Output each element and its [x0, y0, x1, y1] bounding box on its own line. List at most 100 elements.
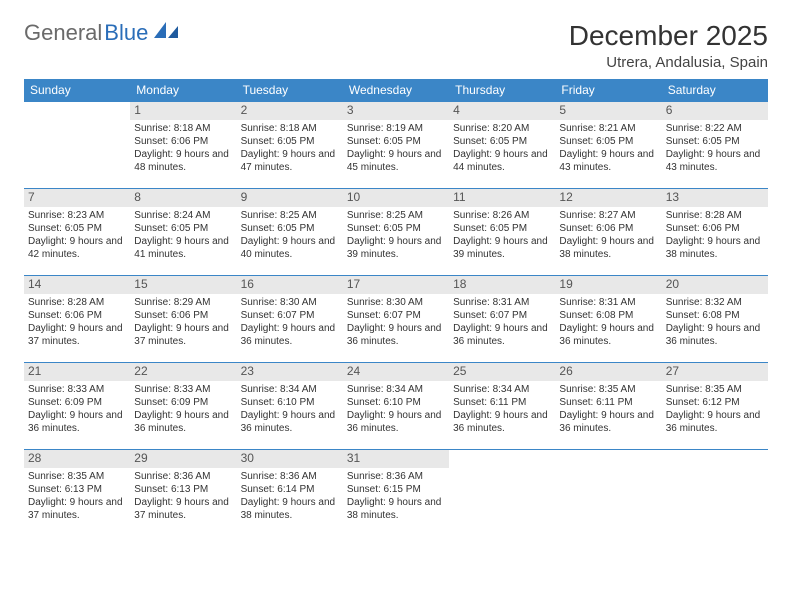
day-detail-text: Sunrise: 8:35 AMSunset: 6:11 PMDaylight:… [559, 383, 657, 435]
calendar-week-row: 1 Sunrise: 8:18 AMSunset: 6:06 PMDaylight… [24, 102, 768, 189]
calendar-day-cell: 29 Sunrise: 8:36 AMSunset: 6:13 PMDayligh… [130, 450, 236, 537]
calendar-week-row: 7Sunrise: 8:23 AMSunset: 6:05 PMDaylight… [24, 189, 768, 276]
weekday-row: SundayMondayTuesdayWednesdayThursdayFrid… [24, 79, 768, 102]
calendar-day-cell: 18Sunrise: 8:31 AMSunset: 6:07 PMDayligh… [449, 276, 555, 363]
day-detail-text: Sunrise: 8:19 AMSunset: 6:05 PMDaylight:… [347, 122, 445, 174]
month-title: December 2025 [569, 20, 768, 52]
day-number: 17 [343, 276, 449, 294]
day-detail-text: Sunrise: 8:34 AMSunset: 6:10 PMDaylight:… [347, 383, 445, 435]
calendar-day-cell: 23 Sunrise: 8:34 AMSunset: 6:10 PMDayligh… [237, 363, 343, 450]
day-number: 5 [555, 102, 661, 120]
header: GeneralBlue December 2025 Utrera, Andalu… [24, 20, 768, 71]
day-detail-text: Sunrise: 8:29 AMSunset: 6:06 PMDaylight:… [134, 296, 232, 348]
calendar-day-cell: 20 Sunrise: 8:32 AMSunset: 6:08 PMDayligh… [662, 276, 768, 363]
calendar-day-cell: 27 Sunrise: 8:35 AMSunset: 6:12 PMDayligh… [662, 363, 768, 450]
brand-part2: Blue [104, 20, 148, 46]
calendar-page: GeneralBlue December 2025 Utrera, Andalu… [0, 0, 792, 556]
day-detail-text: Sunrise: 8:18 AMSunset: 6:06 PMDaylight:… [134, 122, 232, 174]
calendar-day-cell: 3Sunrise: 8:19 AMSunset: 6:05 PMDaylight… [343, 102, 449, 189]
calendar-day-cell: 2 Sunrise: 8:18 AMSunset: 6:05 PMDaylight… [237, 102, 343, 189]
day-detail-text: Sunrise: 8:34 AMSunset: 6:10 PMDaylight:… [241, 383, 339, 435]
day-number: 28 [24, 450, 130, 468]
calendar-day-cell [555, 450, 661, 537]
weekday-header: Wednesday [343, 79, 449, 102]
day-detail-text: Sunrise: 8:28 AMSunset: 6:06 PMDaylight:… [666, 209, 764, 261]
calendar-day-cell: 5 Sunrise: 8:21 AMSunset: 6:05 PMDaylight… [555, 102, 661, 189]
calendar-day-cell: 22 Sunrise: 8:33 AMSunset: 6:09 PMDayligh… [130, 363, 236, 450]
calendar-day-cell: 13 Sunrise: 8:28 AMSunset: 6:06 PMDayligh… [662, 189, 768, 276]
day-number: 21 [24, 363, 130, 381]
calendar-day-cell: 19 Sunrise: 8:31 AMSunset: 6:08 PMDayligh… [555, 276, 661, 363]
weekday-header: Saturday [662, 79, 768, 102]
calendar-day-cell: 21Sunrise: 8:33 AMSunset: 6:09 PMDayligh… [24, 363, 130, 450]
day-number: 10 [343, 189, 449, 207]
day-number: 16 [237, 276, 343, 294]
calendar-day-cell: 4Sunrise: 8:20 AMSunset: 6:05 PMDaylight… [449, 102, 555, 189]
day-detail-text: Sunrise: 8:25 AMSunset: 6:05 PMDaylight:… [241, 209, 339, 261]
weekday-header: Monday [130, 79, 236, 102]
day-number: 13 [662, 189, 768, 207]
calendar-day-cell: 24 Sunrise: 8:34 AMSunset: 6:10 PMDayligh… [343, 363, 449, 450]
calendar-day-cell: 1 Sunrise: 8:18 AMSunset: 6:06 PMDaylight… [130, 102, 236, 189]
day-detail-text: Sunrise: 8:27 AMSunset: 6:06 PMDaylight:… [559, 209, 657, 261]
day-detail-text: Sunrise: 8:36 AMSunset: 6:13 PMDaylight:… [134, 470, 232, 522]
day-detail-text: Sunrise: 8:31 AMSunset: 6:07 PMDaylight:… [453, 296, 551, 348]
calendar-day-cell: 17 Sunrise: 8:30 AMSunset: 6:07 PMDayligh… [343, 276, 449, 363]
day-number: 15 [130, 276, 236, 294]
calendar-day-cell: 25 Sunrise: 8:34 AMSunset: 6:11 PMDayligh… [449, 363, 555, 450]
day-detail-text: Sunrise: 8:20 AMSunset: 6:05 PMDaylight:… [453, 122, 551, 174]
weekday-header: Tuesday [237, 79, 343, 102]
day-number: 24 [343, 363, 449, 381]
calendar-body: 1 Sunrise: 8:18 AMSunset: 6:06 PMDaylight… [24, 102, 768, 537]
calendar-day-cell: 16 Sunrise: 8:30 AMSunset: 6:07 PMDayligh… [237, 276, 343, 363]
calendar-day-cell: 26Sunrise: 8:35 AMSunset: 6:11 PMDayligh… [555, 363, 661, 450]
day-number: 20 [662, 276, 768, 294]
calendar-day-cell: 7Sunrise: 8:23 AMSunset: 6:05 PMDaylight… [24, 189, 130, 276]
day-detail-text: Sunrise: 8:21 AMSunset: 6:05 PMDaylight:… [559, 122, 657, 174]
day-number: 2 [237, 102, 343, 120]
day-number: 25 [449, 363, 555, 381]
day-number: 8 [130, 189, 236, 207]
calendar-day-cell [24, 102, 130, 189]
day-number: 1 [130, 102, 236, 120]
day-number: 29 [130, 450, 236, 468]
calendar-day-cell: 28 Sunrise: 8:35 AMSunset: 6:13 PMDayligh… [24, 450, 130, 537]
day-number: 27 [662, 363, 768, 381]
logo-sail-icon [154, 20, 180, 46]
day-number: 6 [662, 102, 768, 120]
day-detail-text: Sunrise: 8:22 AMSunset: 6:05 PMDaylight:… [666, 122, 764, 174]
location-subtitle: Utrera, Andalusia, Spain [569, 54, 768, 71]
day-number: 19 [555, 276, 661, 294]
day-number: 30 [237, 450, 343, 468]
calendar-table: SundayMondayTuesdayWednesdayThursdayFrid… [24, 79, 768, 536]
day-detail-text: Sunrise: 8:30 AMSunset: 6:07 PMDaylight:… [241, 296, 339, 348]
day-number: 31 [343, 450, 449, 468]
day-detail-text: Sunrise: 8:33 AMSunset: 6:09 PMDaylight:… [134, 383, 232, 435]
weekday-header: Friday [555, 79, 661, 102]
day-number: 11 [449, 189, 555, 207]
calendar-day-cell: 8 Sunrise: 8:24 AMSunset: 6:05 PMDaylight… [130, 189, 236, 276]
day-detail-text: Sunrise: 8:34 AMSunset: 6:11 PMDaylight:… [453, 383, 551, 435]
day-detail-text: Sunrise: 8:30 AMSunset: 6:07 PMDaylight:… [347, 296, 445, 348]
day-number: 23 [237, 363, 343, 381]
day-number: 14 [24, 276, 130, 294]
calendar-day-cell: 15 Sunrise: 8:29 AMSunset: 6:06 PMDayligh… [130, 276, 236, 363]
day-detail-text: Sunrise: 8:32 AMSunset: 6:08 PMDaylight:… [666, 296, 764, 348]
calendar-day-cell: 11Sunrise: 8:26 AMSunset: 6:05 PMDayligh… [449, 189, 555, 276]
calendar-day-cell [662, 450, 768, 537]
title-block: December 2025 Utrera, Andalusia, Spain [569, 20, 768, 71]
day-detail-text: Sunrise: 8:23 AMSunset: 6:05 PMDaylight:… [28, 209, 126, 261]
day-detail-text: Sunrise: 8:31 AMSunset: 6:08 PMDaylight:… [559, 296, 657, 348]
calendar-week-row: 28 Sunrise: 8:35 AMSunset: 6:13 PMDayligh… [24, 450, 768, 537]
day-detail-text: Sunrise: 8:18 AMSunset: 6:05 PMDaylight:… [241, 122, 339, 174]
weekday-header: Thursday [449, 79, 555, 102]
day-detail-text: Sunrise: 8:24 AMSunset: 6:05 PMDaylight:… [134, 209, 232, 261]
day-number: 22 [130, 363, 236, 381]
day-detail-text: Sunrise: 8:36 AMSunset: 6:15 PMDaylight:… [347, 470, 445, 522]
calendar-day-cell: 12Sunrise: 8:27 AMSunset: 6:06 PMDayligh… [555, 189, 661, 276]
calendar-day-cell: 31 Sunrise: 8:36 AMSunset: 6:15 PMDayligh… [343, 450, 449, 537]
brand-part1: General [24, 20, 102, 46]
day-detail-text: Sunrise: 8:35 AMSunset: 6:12 PMDaylight:… [666, 383, 764, 435]
weekday-header: Sunday [24, 79, 130, 102]
day-detail-text: Sunrise: 8:35 AMSunset: 6:13 PMDaylight:… [28, 470, 126, 522]
